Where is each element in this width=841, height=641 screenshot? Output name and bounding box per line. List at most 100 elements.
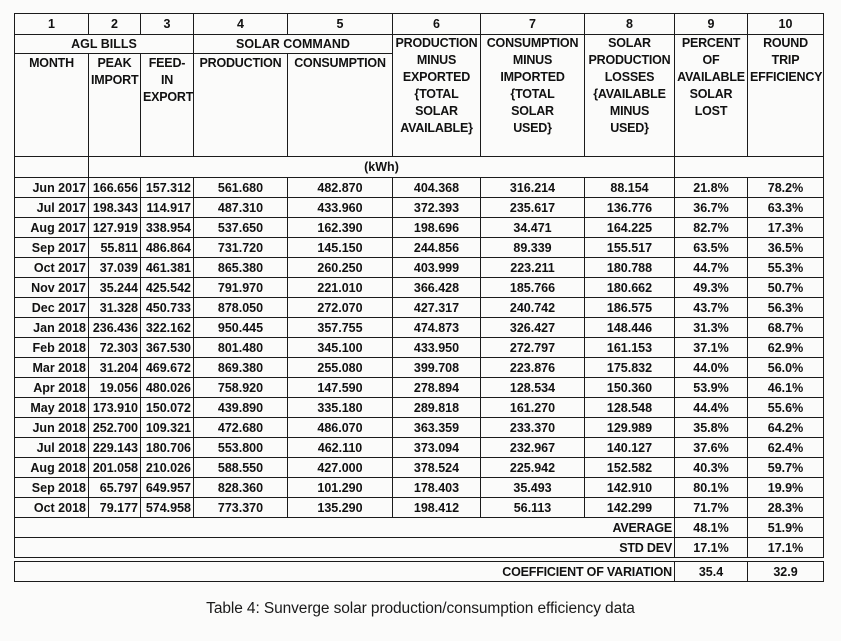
consumption-cell: 147.590 xyxy=(287,377,393,398)
consumption-minus-imported-cell: 240.742 xyxy=(480,297,585,318)
unit-row: (kWh) xyxy=(14,156,824,178)
consumption-cell: 101.290 xyxy=(287,477,393,498)
table-row: Jan 2018 236.436 322.162 950.445 357.755… xyxy=(14,317,824,338)
round-trip-efficiency-cell: 17.3% xyxy=(747,217,824,238)
percent-lost-cell: 80.1% xyxy=(674,477,748,498)
header-percent-available-solar-lost: PERCENT OF AVAILABLE SOLAR LOST xyxy=(674,34,748,157)
summary-row: STD DEV 17.1% 17.1% xyxy=(14,537,824,558)
percent-lost-cell: 44.4% xyxy=(674,397,748,418)
feed-in-export-cell: 480.026 xyxy=(140,377,194,398)
month-cell: Jul 2017 xyxy=(14,197,89,218)
table-row: Nov 2017 35.244 425.542 791.970 221.010 … xyxy=(14,277,824,298)
consumption-cell: 162.390 xyxy=(287,217,393,238)
percent-lost-cell: 35.8% xyxy=(674,417,748,438)
peak-import-cell: 229.143 xyxy=(88,437,141,458)
month-cell: Jun 2017 xyxy=(14,177,89,198)
table-row: Jul 2017 198.343 114.917 487.310 433.960… xyxy=(14,197,824,218)
production-cell: 950.445 xyxy=(193,317,288,338)
production-cell: 865.380 xyxy=(193,257,288,278)
summary-value-round-trip: 17.1% xyxy=(747,537,824,558)
consumption-cell: 357.755 xyxy=(287,317,393,338)
feed-in-export-cell: 574.958 xyxy=(140,497,194,518)
percent-lost-cell: 71.7% xyxy=(674,497,748,518)
peak-import-cell: 201.058 xyxy=(88,457,141,478)
month-cell: Jul 2018 xyxy=(14,437,89,458)
consumption-minus-imported-cell: 35.493 xyxy=(480,477,585,498)
summary-value-round-trip: 32.9 xyxy=(747,561,824,582)
month-cell: Dec 2017 xyxy=(14,297,89,318)
solar-production-losses-cell: 148.446 xyxy=(584,317,675,338)
percent-lost-cell: 37.1% xyxy=(674,337,748,358)
feed-in-export-cell: 157.312 xyxy=(140,177,194,198)
table-row: Apr 2018 19.056 480.026 758.920 147.590 … xyxy=(14,377,824,398)
feed-in-export-cell: 450.733 xyxy=(140,297,194,318)
feed-in-export-cell: 461.381 xyxy=(140,257,194,278)
summary-value-percent-lost: 17.1% xyxy=(674,537,748,558)
consumption-minus-imported-cell: 89.339 xyxy=(480,237,585,258)
solar-production-losses-cell: 140.127 xyxy=(584,437,675,458)
round-trip-efficiency-cell: 63.3% xyxy=(747,197,824,218)
peak-import-cell: 252.700 xyxy=(88,417,141,438)
month-cell: Sep 2017 xyxy=(14,237,89,258)
consumption-minus-imported-cell: 161.270 xyxy=(480,397,585,418)
feed-in-export-cell: 210.026 xyxy=(140,457,194,478)
round-trip-efficiency-cell: 36.5% xyxy=(747,237,824,258)
month-cell: Apr 2018 xyxy=(14,377,89,398)
consumption-minus-imported-cell: 272.797 xyxy=(480,337,585,358)
month-cell: Feb 2018 xyxy=(14,337,89,358)
solar-production-losses-cell: 186.575 xyxy=(584,297,675,318)
round-trip-efficiency-cell: 50.7% xyxy=(747,277,824,298)
feed-in-export-cell: 109.321 xyxy=(140,417,194,438)
table-body: 1 2 3 4 5 6 7 8 9 10 AGL BILLS SOLAR COM… xyxy=(14,13,824,582)
header-solar-production-losses: SOLAR PRODUCTION LOSSES {AVAILABLE MINUS… xyxy=(584,34,675,157)
percent-lost-cell: 43.7% xyxy=(674,297,748,318)
consumption-cell: 272.070 xyxy=(287,297,393,318)
percent-lost-cell: 53.9% xyxy=(674,377,748,398)
production-minus-exported-cell: 474.873 xyxy=(392,317,481,338)
consumption-minus-imported-cell: 316.214 xyxy=(480,177,585,198)
consumption-minus-imported-cell: 185.766 xyxy=(480,277,585,298)
header-production: PRODUCTION xyxy=(193,53,288,157)
column-number-cell: 7 xyxy=(480,13,585,35)
consumption-minus-imported-cell: 225.942 xyxy=(480,457,585,478)
column-number-cell: 1 xyxy=(14,13,89,35)
group-header-row: AGL BILLS SOLAR COMMAND PRODUCTION MINUS… xyxy=(14,34,824,157)
unit-row-empty-cell-right xyxy=(674,156,824,178)
consumption-cell: 433.960 xyxy=(287,197,393,218)
production-minus-exported-cell: 244.856 xyxy=(392,237,481,258)
month-cell: Oct 2018 xyxy=(14,497,89,518)
header-round-trip-efficiency: ROUND TRIP EFFICIENCY xyxy=(747,34,824,157)
table-row: Dec 2017 31.328 450.733 878.050 272.070 … xyxy=(14,297,824,318)
solar-production-losses-cell: 180.662 xyxy=(584,277,675,298)
peak-import-cell: 55.811 xyxy=(88,237,141,258)
production-minus-exported-cell: 289.818 xyxy=(392,397,481,418)
month-cell: Aug 2018 xyxy=(14,457,89,478)
column-number-cell: 9 xyxy=(674,13,748,35)
column-number-cell: 6 xyxy=(392,13,481,35)
round-trip-efficiency-cell: 64.2% xyxy=(747,417,824,438)
production-cell: 472.680 xyxy=(193,417,288,438)
table-caption: Table 4: Sunverge solar production/consu… xyxy=(206,600,635,617)
peak-import-cell: 31.204 xyxy=(88,357,141,378)
peak-import-cell: 31.328 xyxy=(88,297,141,318)
peak-import-cell: 65.797 xyxy=(88,477,141,498)
production-cell: 561.680 xyxy=(193,177,288,198)
table-row: May 2018 173.910 150.072 439.890 335.180… xyxy=(14,397,824,418)
production-cell: 487.310 xyxy=(193,197,288,218)
consumption-minus-imported-cell: 232.967 xyxy=(480,437,585,458)
consumption-cell: 221.010 xyxy=(287,277,393,298)
header-consumption: CONSUMPTION xyxy=(287,53,393,157)
production-cell: 588.550 xyxy=(193,457,288,478)
consumption-cell: 462.110 xyxy=(287,437,393,458)
header-consumption-minus-imported: CONSUMPTION MINUS IMPORTED {TOTAL SOLAR … xyxy=(480,34,585,157)
round-trip-efficiency-cell: 62.9% xyxy=(747,337,824,358)
consumption-cell: 260.250 xyxy=(287,257,393,278)
header-feed-in-export: FEED-IN EXPORT xyxy=(140,53,194,157)
percent-lost-cell: 44.0% xyxy=(674,357,748,378)
round-trip-efficiency-cell: 78.2% xyxy=(747,177,824,198)
summary-label: STD DEV xyxy=(14,537,675,558)
summary-label: COEFFICIENT OF VARIATION xyxy=(14,561,675,582)
peak-import-cell: 166.656 xyxy=(88,177,141,198)
column-number-cell: 3 xyxy=(140,13,194,35)
